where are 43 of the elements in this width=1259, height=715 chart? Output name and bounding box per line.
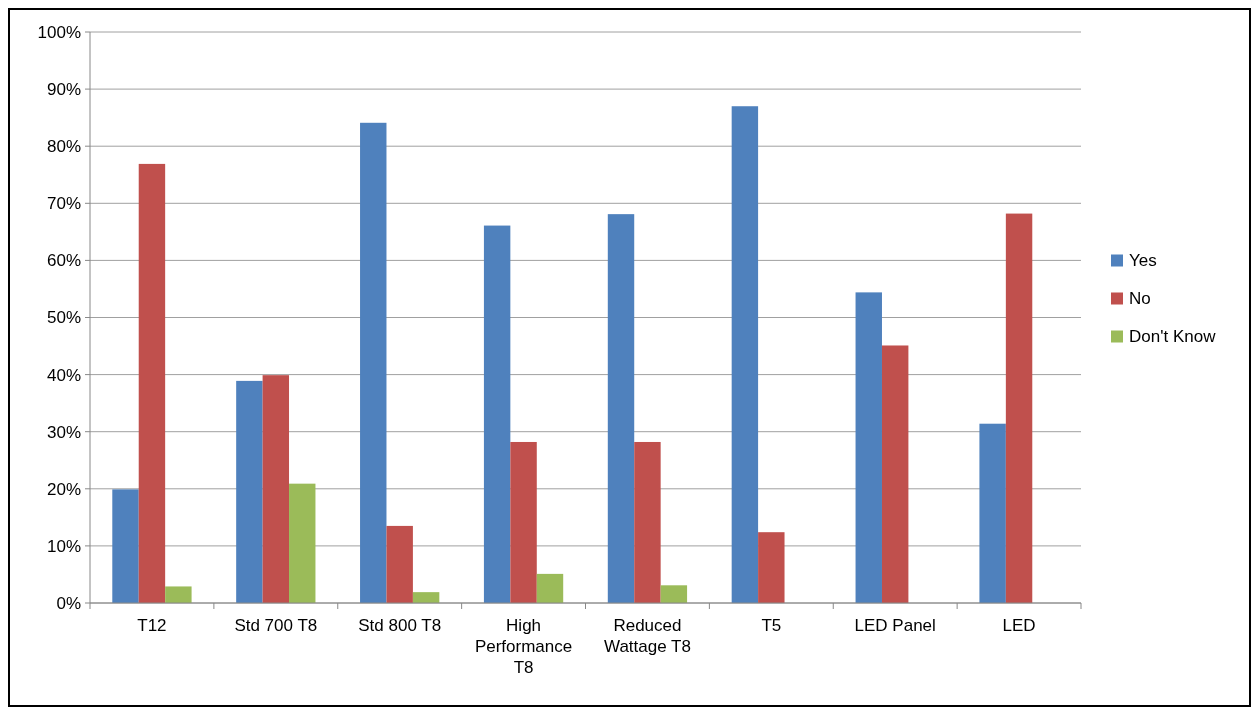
x-tick-label: T5 [761,616,782,635]
x-tick-label: LED Panel [854,616,936,635]
bar [758,532,785,603]
y-tick-label: 80% [46,137,81,157]
bar [607,214,635,603]
bar [855,292,882,603]
y-tick-label: 30% [46,422,81,442]
bar [660,585,688,603]
y-tick-label: 40% [46,365,81,385]
legend-label: No [1129,289,1151,309]
bar [1005,213,1033,603]
bar [731,106,759,603]
x-tick-label: LED [1002,616,1036,635]
y-tick-label: 50% [46,308,81,328]
bar [289,483,316,603]
legend-label: Yes [1129,251,1157,271]
bar [386,525,413,603]
x-tick-label: Std 700 T8 [234,616,318,635]
x-tick-label: Std 800 T8 [358,616,442,635]
bar [483,225,511,603]
bar [510,441,537,603]
bar [236,380,263,603]
y-tick-label: 20% [46,479,81,499]
legend-label: Don't Know [1129,327,1217,347]
y-tick-label: 90% [46,80,81,100]
bar [262,375,290,603]
bar [881,345,909,603]
y-tick-label: 10% [46,536,81,556]
x-tick-label: Reduced Wattage T8 [603,616,691,656]
bar [360,122,387,603]
bar [536,573,564,603]
bar [412,592,440,603]
bar [979,423,1006,603]
y-tick-label: 70% [46,194,81,214]
x-tick-label: High Performance T8 [474,616,573,677]
bar [634,441,661,603]
bar [138,163,166,603]
y-tick-label: 0% [56,593,81,613]
y-tick-label: 60% [46,251,81,271]
y-tick-label: 100% [37,22,81,42]
x-tick-label: T12 [137,616,167,635]
bar [165,586,192,603]
bar [112,489,139,603]
